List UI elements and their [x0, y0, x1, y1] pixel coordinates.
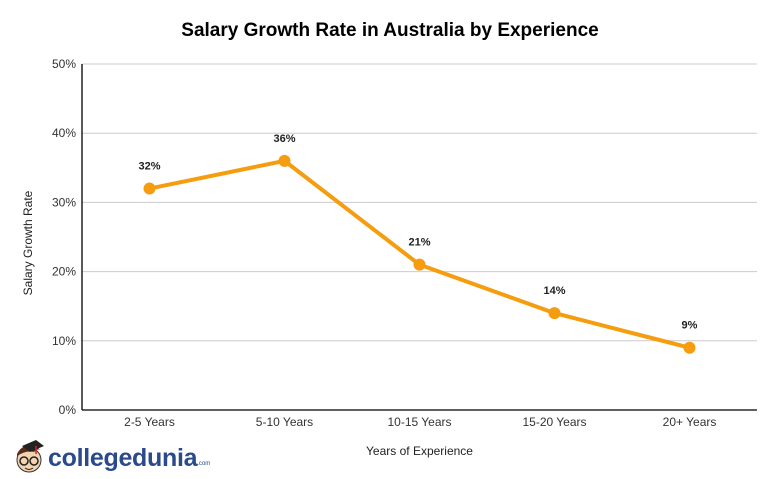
- data-point: [683, 341, 696, 354]
- data-point: [413, 258, 426, 271]
- y-tick-label: 50%: [52, 57, 76, 71]
- logo-text: collegedunia: [48, 443, 198, 472]
- chart-title: Salary Growth Rate in Australia by Exper…: [181, 20, 599, 41]
- x-tick-label: 10-15 Years: [387, 415, 451, 429]
- logo-suffix: .com: [197, 461, 211, 467]
- y-tick-label: 20%: [52, 265, 76, 279]
- x-tick-label: 20+ Years: [663, 415, 717, 429]
- y-tick-label: 10%: [52, 334, 76, 348]
- data-label: 14%: [543, 285, 565, 297]
- data-label: 21%: [408, 237, 430, 249]
- data-point: [548, 307, 561, 320]
- x-axis-title: Years of Experience: [366, 444, 473, 458]
- y-axis-title: Salary Growth Rate: [21, 190, 35, 295]
- y-tick-label: 30%: [52, 195, 76, 209]
- data-point: [278, 154, 291, 167]
- y-tick-label: 0%: [59, 403, 77, 417]
- data-label: 9%: [682, 320, 698, 332]
- data-point: [143, 182, 156, 195]
- data-label: 32%: [138, 161, 160, 173]
- x-tick-label: 2-5 Years: [124, 415, 175, 429]
- x-tick-label: 5-10 Years: [256, 415, 313, 429]
- x-tick-label: 15-20 Years: [522, 415, 586, 429]
- data-label: 36%: [273, 133, 295, 145]
- y-tick-label: 40%: [52, 126, 76, 140]
- series-line: [149, 158, 690, 350]
- mascot-icon: [16, 440, 44, 473]
- collegedunia-logo: collegedunia .com: [14, 440, 210, 476]
